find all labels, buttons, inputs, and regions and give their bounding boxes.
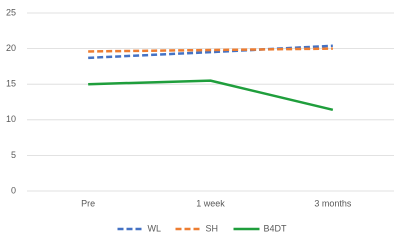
y-tick-label: 15 (6, 79, 16, 89)
y-tick-label: 25 (6, 7, 16, 17)
x-tick-label: 1 week (196, 198, 225, 208)
x-tick-label: 3 months (314, 198, 352, 208)
x-tick-label: Pre (81, 198, 95, 208)
y-tick-label: 20 (6, 43, 16, 53)
y-tick-label: 0 (11, 185, 16, 195)
y-tick-label: 5 (11, 150, 16, 160)
y-tick-label: 10 (6, 114, 16, 124)
series-line (88, 79, 334, 112)
legend-label: B4DT (264, 223, 288, 233)
legend-label: SH (206, 223, 219, 233)
series-line (88, 44, 333, 60)
series-line (88, 47, 333, 53)
legend-label: WL (148, 223, 162, 233)
